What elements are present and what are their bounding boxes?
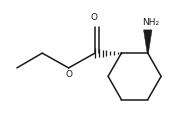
Polygon shape — [144, 30, 152, 53]
Text: NH₂: NH₂ — [142, 18, 160, 27]
Text: O: O — [90, 14, 97, 23]
Text: O: O — [65, 70, 72, 79]
